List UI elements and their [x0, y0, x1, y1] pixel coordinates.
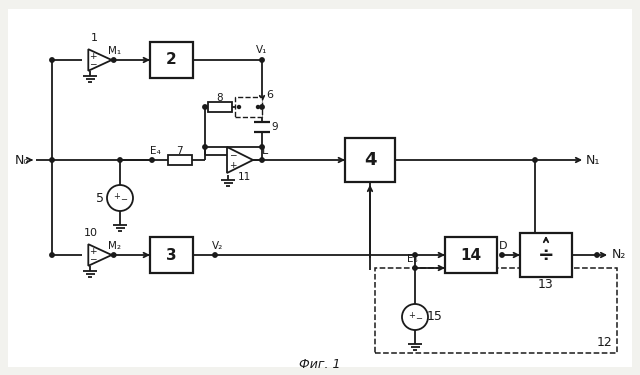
Text: N₂: N₂ — [612, 249, 626, 261]
Text: M₁: M₁ — [108, 46, 121, 56]
Text: 1: 1 — [90, 33, 97, 43]
Text: −: − — [415, 314, 422, 323]
Text: −: − — [120, 195, 127, 204]
Text: 4: 4 — [364, 151, 376, 169]
Text: 11: 11 — [237, 172, 251, 182]
Text: M₂: M₂ — [108, 241, 121, 251]
Text: +: + — [113, 192, 120, 201]
Text: L: L — [262, 146, 268, 156]
Text: 2: 2 — [166, 53, 177, 68]
Circle shape — [260, 158, 264, 162]
Text: −: − — [90, 60, 97, 69]
Text: −: − — [229, 150, 237, 159]
Circle shape — [260, 105, 264, 109]
Circle shape — [500, 253, 504, 257]
Text: +: + — [229, 160, 237, 170]
Circle shape — [260, 145, 264, 149]
Circle shape — [50, 58, 54, 62]
Text: +: + — [408, 311, 415, 320]
Circle shape — [260, 58, 264, 62]
Text: N₀: N₀ — [15, 153, 29, 166]
Bar — [520, 233, 572, 277]
Text: 15: 15 — [427, 310, 443, 324]
Circle shape — [595, 253, 599, 257]
Text: 12: 12 — [597, 336, 613, 348]
Text: 3: 3 — [166, 248, 176, 262]
Bar — [345, 138, 395, 182]
Text: Фиг. 1: Фиг. 1 — [300, 358, 340, 372]
Circle shape — [237, 105, 241, 108]
Text: 7: 7 — [176, 146, 183, 156]
Circle shape — [203, 145, 207, 149]
Text: E₄: E₄ — [150, 146, 161, 156]
Circle shape — [413, 253, 417, 257]
Circle shape — [111, 58, 116, 62]
Bar — [150, 42, 193, 78]
Text: 8: 8 — [217, 93, 223, 103]
Polygon shape — [88, 244, 112, 266]
Text: D: D — [499, 241, 508, 251]
Bar — [235, 97, 262, 117]
Circle shape — [50, 158, 54, 162]
Circle shape — [150, 158, 154, 162]
Text: −: − — [90, 255, 97, 264]
Circle shape — [111, 253, 116, 257]
Text: 9: 9 — [272, 122, 278, 132]
Text: V₁: V₁ — [256, 45, 268, 55]
Circle shape — [413, 266, 417, 270]
Circle shape — [50, 253, 54, 257]
Circle shape — [257, 105, 259, 108]
Text: 6: 6 — [266, 90, 273, 100]
Text: +: + — [90, 246, 97, 255]
Bar — [375, 268, 617, 353]
Polygon shape — [88, 49, 112, 71]
Bar — [208, 102, 232, 112]
Circle shape — [532, 158, 537, 162]
Text: 10: 10 — [84, 228, 98, 238]
Text: 13: 13 — [538, 279, 554, 291]
Circle shape — [118, 158, 122, 162]
Polygon shape — [227, 147, 253, 173]
Circle shape — [203, 105, 207, 109]
Text: N₁: N₁ — [586, 153, 600, 166]
Bar — [168, 155, 191, 165]
Text: E₆: E₆ — [406, 254, 417, 264]
Circle shape — [212, 253, 217, 257]
Text: ÷: ÷ — [538, 246, 554, 264]
Text: V₂: V₂ — [212, 241, 223, 251]
Bar — [445, 237, 497, 273]
Text: +: + — [90, 51, 97, 60]
Bar — [150, 237, 193, 273]
Text: 14: 14 — [460, 248, 481, 262]
Text: 5: 5 — [96, 192, 104, 204]
